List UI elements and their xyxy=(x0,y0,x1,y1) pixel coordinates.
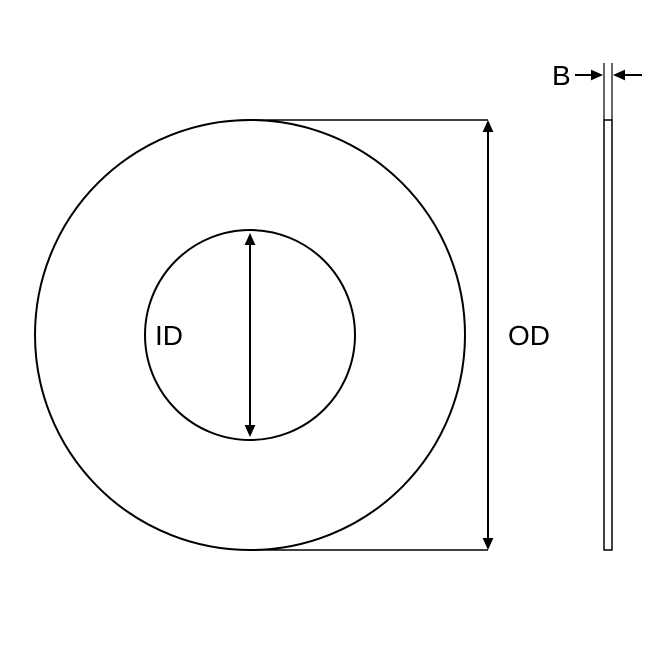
b-label: B xyxy=(552,60,571,91)
od-label: OD xyxy=(508,320,550,351)
arrowhead xyxy=(591,70,603,81)
arrowhead xyxy=(245,425,256,437)
washer-side-view xyxy=(604,120,612,550)
arrowhead xyxy=(483,538,494,550)
arrowhead xyxy=(245,233,256,245)
id-label: ID xyxy=(155,320,183,351)
arrowhead xyxy=(483,120,494,132)
arrowhead xyxy=(613,70,625,81)
